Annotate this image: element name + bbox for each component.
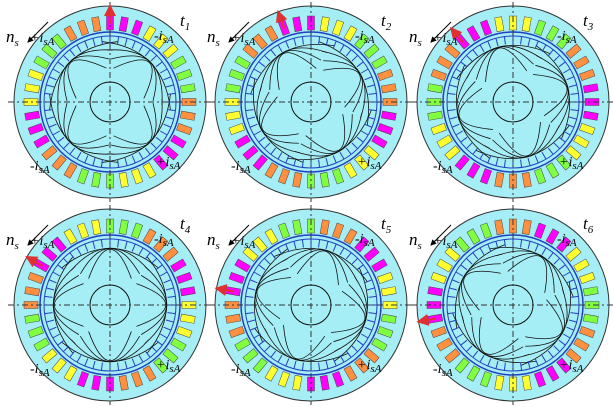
text-part: 1 (185, 21, 191, 33)
motor-panel: t4ns+isA-isA-isA+isA (6, 205, 212, 405)
motor-panel: t3ns+isA-isA-isA+isA (409, 2, 613, 202)
text-part: s (216, 240, 220, 252)
text-part: sA (163, 34, 174, 46)
time-label: t4 (180, 214, 191, 236)
time-label: t3 (583, 11, 594, 33)
text-part: 3 (587, 21, 594, 33)
text-part: s (15, 240, 19, 252)
text-part: + (559, 358, 568, 373)
text-part: sA (39, 164, 50, 176)
text-part: + (357, 155, 366, 170)
text-part: 2 (386, 21, 392, 33)
figure: t1ns+isA-isA-isA+isAt2ns+isA-isA-isA+isA… (0, 0, 613, 407)
motor-panel: t1ns+isA-isA-isA+isA (6, 2, 212, 202)
text-part: sA (43, 239, 54, 251)
time-label: t2 (381, 11, 392, 33)
text-part: n (6, 230, 15, 249)
text-part: sA (566, 34, 577, 46)
text-part: + (30, 31, 39, 46)
speed-label: ns (409, 27, 422, 49)
text-part: s (418, 37, 422, 49)
text-part: sA (240, 367, 251, 379)
text-part: 4 (185, 224, 191, 236)
time-label: t5 (381, 214, 392, 236)
text-part: sA (39, 367, 50, 379)
motor-panel: t6ns+isA-isA-isA+isA (409, 205, 613, 405)
text-part: sA (169, 160, 180, 172)
motor-panel: t5ns+isA-isA-isA+isA (207, 205, 413, 405)
text-part: sA (370, 363, 381, 375)
text-part: sA (572, 363, 583, 375)
text-part: n (409, 27, 418, 46)
text-part: sA (566, 237, 577, 249)
text-part: sA (364, 34, 375, 46)
time-label: t1 (180, 11, 190, 33)
text-part: 6 (588, 224, 594, 236)
text-part: sA (446, 36, 457, 48)
text-part: + (30, 234, 39, 249)
text-part: sA (244, 36, 255, 48)
text-part: + (231, 234, 240, 249)
text-part: + (357, 358, 366, 373)
text-part: + (156, 358, 165, 373)
text-part: + (433, 234, 442, 249)
text-part: n (207, 27, 216, 46)
text-part: sA (240, 164, 251, 176)
text-part: sA (442, 164, 453, 176)
speed-label: ns (207, 230, 220, 252)
text-part: sA (163, 237, 174, 249)
text-part: s (216, 37, 220, 49)
text-part: sA (446, 239, 457, 251)
text-part: sA (364, 237, 375, 249)
text-part: s (15, 37, 19, 49)
text-part: sA (370, 160, 381, 172)
speed-label: ns (6, 27, 19, 49)
text-part: sA (572, 160, 583, 172)
text-part: + (559, 155, 568, 170)
text-part: n (207, 230, 216, 249)
speed-label: ns (409, 230, 422, 252)
text-part: + (433, 31, 442, 46)
text-part: sA (43, 36, 54, 48)
text-part: s (418, 240, 422, 252)
motor-panel: t2ns+isA-isA-isA+isA (207, 2, 413, 202)
time-label: t6 (583, 214, 594, 236)
speed-label: ns (6, 230, 19, 252)
text-part: + (231, 31, 240, 46)
text-part: n (409, 230, 418, 249)
text-part: 5 (386, 224, 392, 236)
text-part: + (156, 155, 165, 170)
text-part: n (6, 27, 15, 46)
speed-label: ns (207, 27, 220, 49)
text-part: sA (442, 367, 453, 379)
text-part: sA (169, 363, 180, 375)
text-part: sA (244, 239, 255, 251)
